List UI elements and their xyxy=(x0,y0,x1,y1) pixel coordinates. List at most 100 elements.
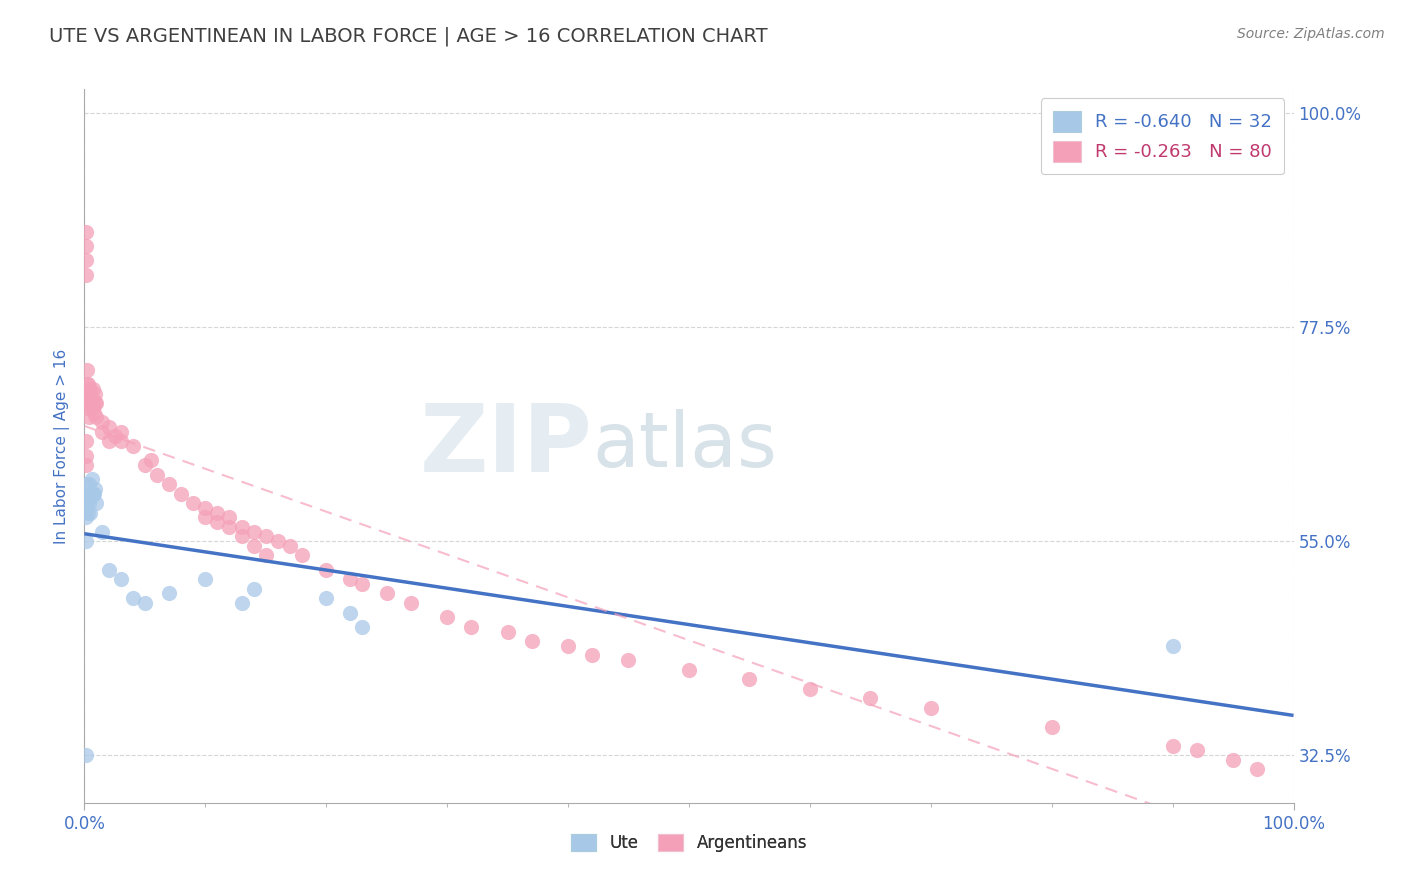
Point xyxy=(254,549,277,563)
Point xyxy=(75,534,97,549)
Point xyxy=(110,572,132,586)
Point xyxy=(77,496,100,510)
Point xyxy=(315,563,337,577)
Point xyxy=(76,486,98,500)
Point xyxy=(207,506,229,520)
Point xyxy=(110,434,132,449)
Point xyxy=(352,620,374,634)
Point xyxy=(80,396,103,410)
Point xyxy=(339,572,361,586)
Point xyxy=(83,406,105,420)
Point xyxy=(1222,753,1244,767)
Legend: Ute, Argentineans: Ute, Argentineans xyxy=(564,827,814,859)
Point xyxy=(79,382,101,396)
Point xyxy=(77,506,100,520)
Point xyxy=(194,572,217,586)
Point xyxy=(91,425,114,439)
Point xyxy=(242,539,264,553)
Point xyxy=(83,486,105,500)
Point xyxy=(134,458,156,472)
Point xyxy=(242,524,264,539)
Point xyxy=(80,392,103,406)
Point xyxy=(520,634,543,648)
Point xyxy=(77,486,100,500)
Point xyxy=(207,515,229,529)
Text: UTE VS ARGENTINEAN IN LABOR FORCE | AGE > 16 CORRELATION CHART: UTE VS ARGENTINEAN IN LABOR FORCE | AGE … xyxy=(49,27,768,46)
Point xyxy=(231,520,253,534)
Point xyxy=(79,396,101,410)
Point xyxy=(84,386,107,401)
Point xyxy=(181,496,204,510)
Point xyxy=(375,586,398,600)
Point xyxy=(617,653,640,667)
Point xyxy=(460,620,482,634)
Point xyxy=(254,529,277,543)
Point xyxy=(1246,763,1268,777)
Point xyxy=(82,486,104,500)
Point xyxy=(76,396,98,410)
Point xyxy=(352,577,374,591)
Point xyxy=(75,239,97,253)
Point xyxy=(267,534,290,549)
Point xyxy=(86,396,108,410)
Point xyxy=(82,401,104,415)
Point xyxy=(1040,720,1063,734)
Point xyxy=(77,410,100,425)
Point xyxy=(678,663,700,677)
Point xyxy=(231,529,253,543)
Point xyxy=(80,472,103,486)
Point xyxy=(218,520,240,534)
Point xyxy=(121,591,143,606)
Point xyxy=(91,415,114,429)
Point xyxy=(291,549,314,563)
Point xyxy=(436,610,458,624)
Point xyxy=(97,420,120,434)
Point xyxy=(75,500,97,515)
Point xyxy=(104,429,127,443)
Point xyxy=(1185,743,1208,757)
Text: ZIP: ZIP xyxy=(419,400,592,492)
Point xyxy=(242,582,264,596)
Point xyxy=(339,606,361,620)
Point xyxy=(97,563,120,577)
Point xyxy=(75,268,97,282)
Point xyxy=(75,449,97,463)
Point xyxy=(76,491,98,506)
Point xyxy=(738,672,761,686)
Point xyxy=(76,377,98,392)
Point xyxy=(75,458,97,472)
Point xyxy=(75,510,97,524)
Point xyxy=(75,392,97,406)
Point xyxy=(194,500,217,515)
Point xyxy=(76,363,98,377)
Point xyxy=(557,639,579,653)
Point xyxy=(77,477,100,491)
Point xyxy=(75,253,97,268)
Point xyxy=(75,434,97,449)
Point xyxy=(79,506,101,520)
Text: atlas: atlas xyxy=(592,409,778,483)
Point xyxy=(77,392,100,406)
Point xyxy=(77,401,100,415)
Point xyxy=(1161,739,1184,753)
Point xyxy=(1282,820,1305,834)
Point xyxy=(231,596,253,610)
Point xyxy=(157,586,180,600)
Point xyxy=(79,491,101,506)
Point xyxy=(121,439,143,453)
Point xyxy=(399,596,422,610)
Point xyxy=(110,425,132,439)
Point xyxy=(1161,639,1184,653)
Point xyxy=(77,392,100,406)
Point xyxy=(76,477,98,491)
Y-axis label: In Labor Force | Age > 16: In Labor Force | Age > 16 xyxy=(55,349,70,543)
Point xyxy=(97,434,120,449)
Point xyxy=(920,700,942,714)
Point xyxy=(146,467,169,482)
Point xyxy=(139,453,162,467)
Point xyxy=(278,539,301,553)
Point xyxy=(170,486,193,500)
Point xyxy=(76,392,98,406)
Point xyxy=(194,510,217,524)
Point xyxy=(859,691,882,706)
